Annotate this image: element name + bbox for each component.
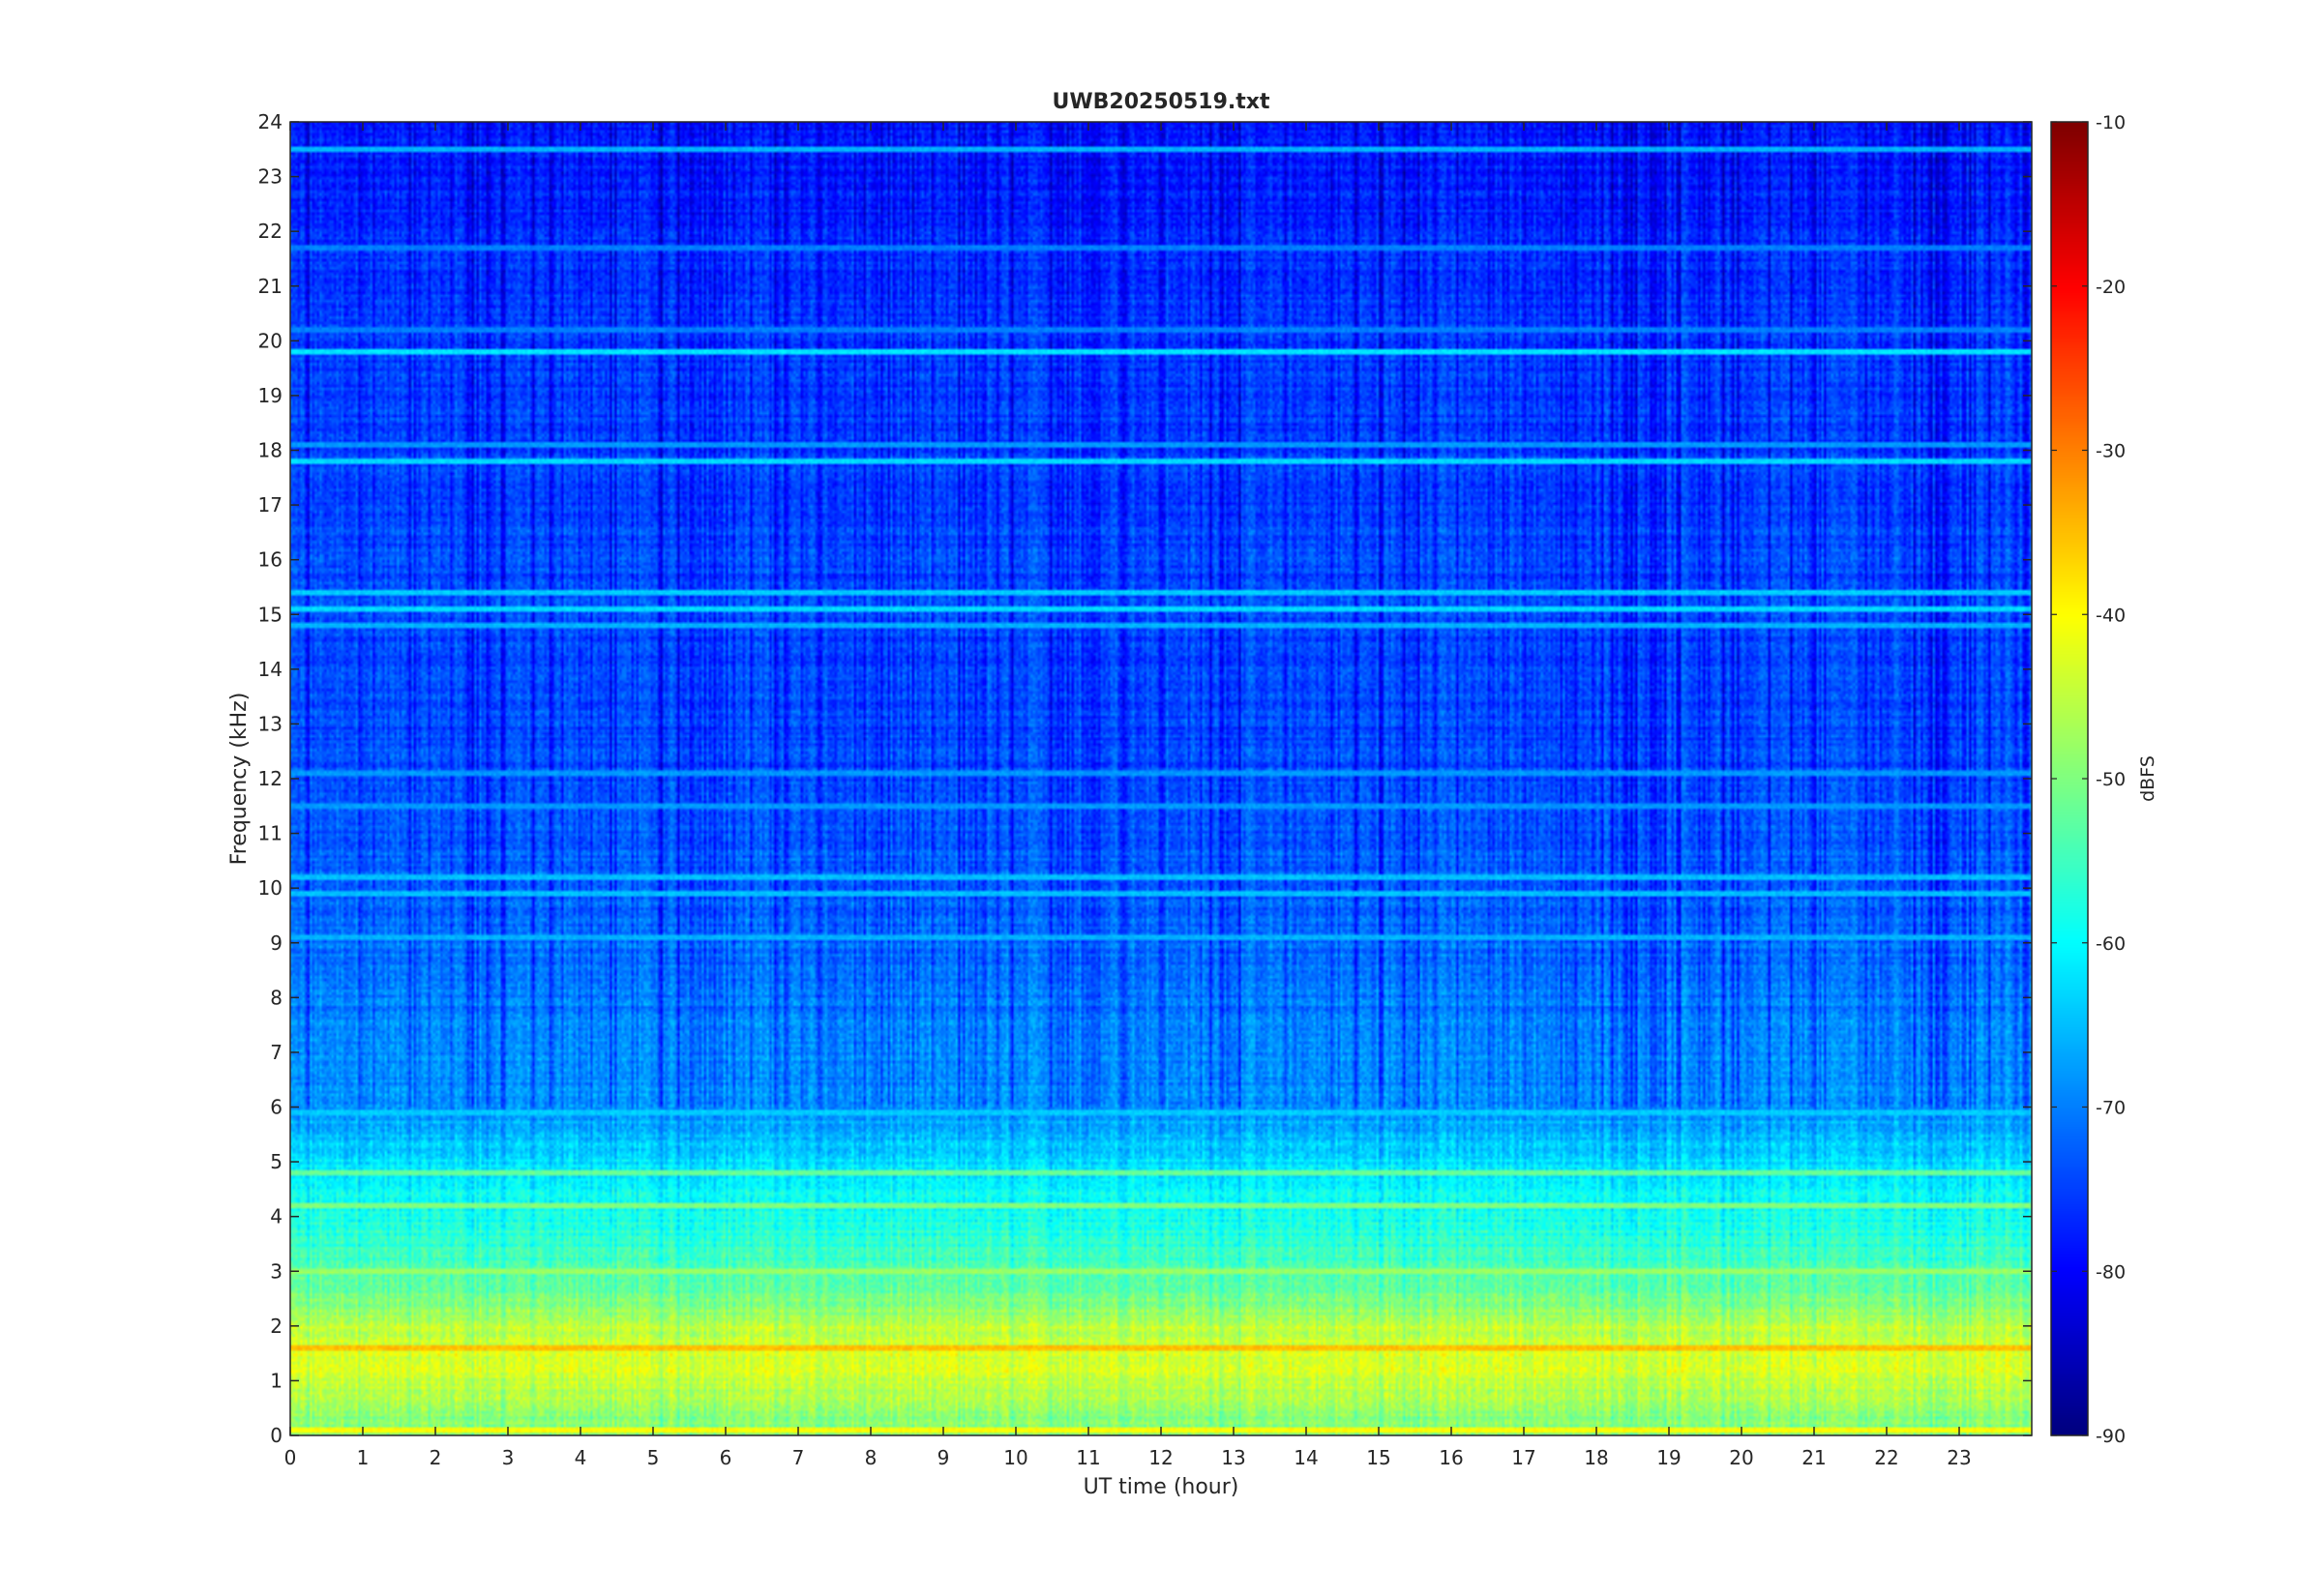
- x-tick-label: 21: [1801, 1446, 1826, 1469]
- y-axis-label: Frequency (kHz): [227, 693, 252, 866]
- x-tick-label: 23: [1947, 1446, 1971, 1469]
- plot-area: [290, 122, 2032, 1435]
- x-tick-label: 8: [865, 1446, 878, 1469]
- x-tick-label: 5: [647, 1446, 660, 1469]
- x-tick-label: 2: [430, 1446, 442, 1469]
- spectrogram-heatmap: [290, 122, 2032, 1435]
- y-tick-label: 10: [258, 876, 283, 900]
- x-tick-label: 19: [1656, 1446, 1681, 1469]
- y-tick-label: 22: [258, 220, 283, 243]
- colorbar-label: dBFS: [2137, 755, 2158, 802]
- x-tick-label: 18: [1584, 1446, 1608, 1469]
- x-tick-label: 7: [792, 1446, 805, 1469]
- y-tick-label: 23: [258, 165, 283, 189]
- colorbar-tick-label: -80: [2096, 1261, 2126, 1283]
- y-tick-label: 19: [258, 384, 283, 407]
- x-tick-label: 11: [1076, 1446, 1100, 1469]
- y-tick-label: 9: [270, 931, 283, 955]
- x-tick-label: 3: [502, 1446, 515, 1469]
- y-tick-label: 13: [258, 712, 283, 735]
- y-tick-label: 18: [258, 439, 283, 462]
- colorbar-tick-label: -30: [2096, 441, 2126, 462]
- y-tick-label: 4: [270, 1205, 283, 1228]
- y-tick-label: 16: [258, 548, 283, 572]
- colorbar-tick-label: -60: [2096, 933, 2126, 955]
- y-tick-label: 24: [258, 110, 283, 133]
- y-tick-label: 15: [258, 603, 283, 626]
- y-tick-label: 6: [270, 1096, 283, 1119]
- y-tick-label: 8: [270, 986, 283, 1009]
- x-tick-label: 12: [1148, 1446, 1173, 1469]
- x-tick-label: 9: [938, 1446, 950, 1469]
- x-tick-label: 0: [284, 1446, 297, 1469]
- colorbar-tick-label: -40: [2096, 605, 2126, 626]
- x-tick-label: 22: [1874, 1446, 1898, 1469]
- x-tick-label: 4: [575, 1446, 587, 1469]
- x-axis-label: UT time (hour): [1084, 1475, 1239, 1499]
- x-tick-label: 6: [720, 1446, 732, 1469]
- x-tick-label: 14: [1294, 1446, 1318, 1469]
- chart-title: UWB20250519.txt: [1053, 90, 1270, 114]
- x-tick-label: 10: [1003, 1446, 1027, 1469]
- colorbar-tick-label: -70: [2096, 1098, 2126, 1119]
- x-tick-label: 15: [1366, 1446, 1390, 1469]
- y-tick-label: 1: [270, 1369, 283, 1392]
- y-tick-label: 21: [258, 275, 283, 298]
- x-tick-label: 16: [1439, 1446, 1463, 1469]
- x-tick-label: 13: [1221, 1446, 1245, 1469]
- y-tick-label: 7: [270, 1041, 283, 1064]
- colorbar-tick-label: -10: [2096, 112, 2126, 133]
- x-tick-label: 1: [357, 1446, 370, 1469]
- y-tick-label: 17: [258, 493, 283, 517]
- x-tick-label: 17: [1511, 1446, 1535, 1469]
- y-tick-label: 5: [270, 1150, 283, 1173]
- y-tick-label: 14: [258, 658, 283, 681]
- y-tick-label: 12: [258, 767, 283, 790]
- y-tick-label: 2: [270, 1315, 283, 1338]
- y-tick-label: 20: [258, 329, 283, 352]
- y-tick-label: 3: [270, 1259, 283, 1283]
- colorbar-tick-label: -20: [2096, 277, 2126, 298]
- colorbar-tick-label: -90: [2096, 1426, 2126, 1447]
- y-tick-label: 11: [258, 822, 283, 845]
- y-tick-label: 0: [270, 1424, 283, 1447]
- colorbar-tick-label: -50: [2096, 769, 2126, 790]
- x-tick-label: 20: [1729, 1446, 1753, 1469]
